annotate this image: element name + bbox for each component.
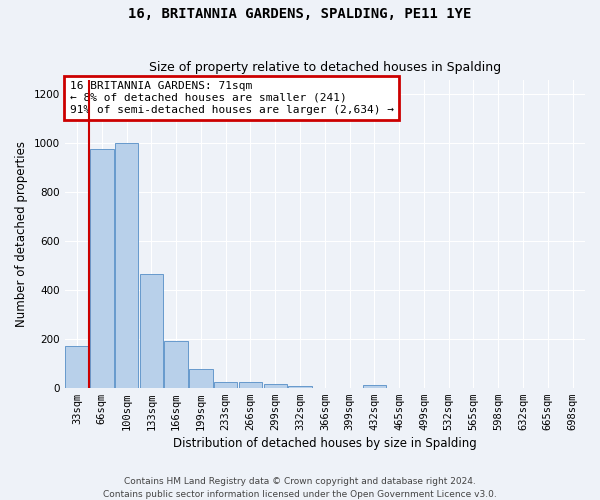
X-axis label: Distribution of detached houses by size in Spalding: Distribution of detached houses by size …	[173, 437, 477, 450]
Text: 16 BRITANNIA GARDENS: 71sqm
← 8% of detached houses are smaller (241)
91% of sem: 16 BRITANNIA GARDENS: 71sqm ← 8% of deta…	[70, 82, 394, 114]
Bar	[115, 144, 139, 388]
Y-axis label: Number of detached properties: Number of detached properties	[15, 141, 28, 327]
Bar	[189, 370, 213, 388]
Bar	[164, 342, 188, 388]
Bar	[65, 346, 89, 388]
Bar	[140, 274, 163, 388]
Bar	[239, 382, 262, 388]
Bar	[362, 385, 386, 388]
Text: Contains HM Land Registry data © Crown copyright and database right 2024.
Contai: Contains HM Land Registry data © Crown c…	[103, 478, 497, 499]
Text: 16, BRITANNIA GARDENS, SPALDING, PE11 1YE: 16, BRITANNIA GARDENS, SPALDING, PE11 1Y…	[128, 8, 472, 22]
Bar	[214, 382, 238, 388]
Bar	[263, 384, 287, 388]
Bar	[90, 150, 113, 388]
Bar	[288, 386, 312, 388]
Title: Size of property relative to detached houses in Spalding: Size of property relative to detached ho…	[149, 62, 501, 74]
